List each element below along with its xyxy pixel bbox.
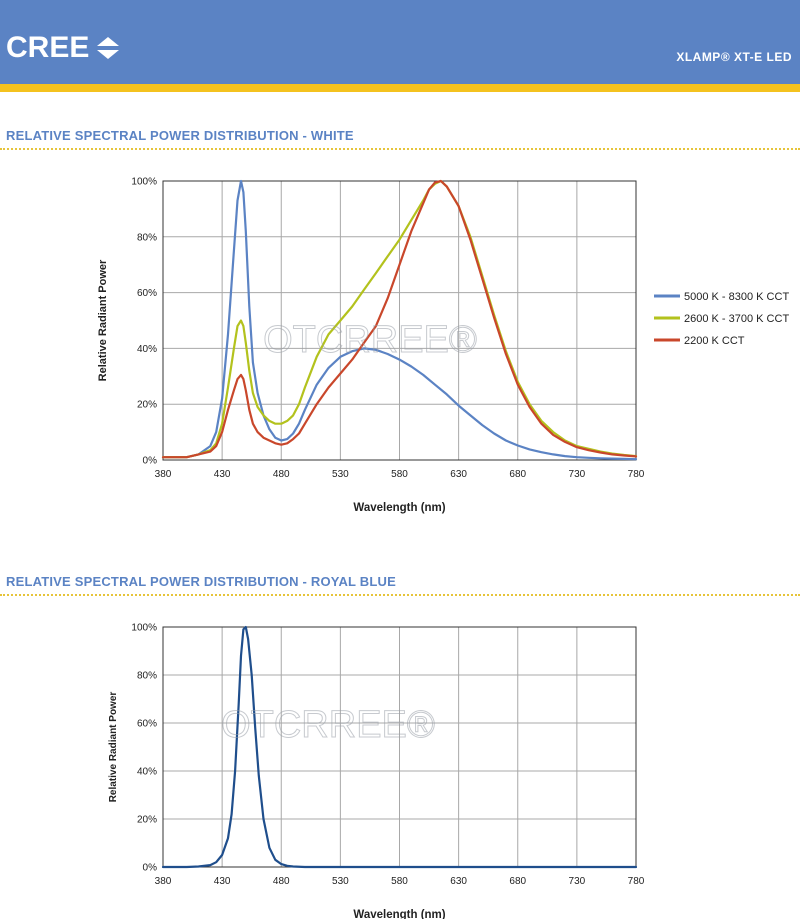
x-tick-label: 730 (569, 876, 586, 887)
y-tick-label: 100% (131, 177, 157, 188)
watermark: OTCRREE® (263, 319, 477, 361)
header-stripe (0, 84, 800, 92)
y-tick-label: 80% (137, 671, 157, 682)
brand-name: CREE (6, 31, 90, 64)
x-tick-label: 430 (214, 876, 231, 887)
y-tick-label: 0% (143, 863, 158, 874)
brand-logo: CREE (6, 28, 121, 68)
x-tick-label: 580 (391, 469, 408, 480)
y-tick-label: 60% (137, 288, 157, 299)
series-line-1 (161, 625, 638, 869)
series-line-3 (161, 179, 638, 459)
section-divider (0, 594, 800, 596)
x-tick-label: 680 (509, 876, 526, 887)
y-axis-label: Relative Radiant Power (97, 259, 109, 381)
y-tick-label: 40% (137, 767, 157, 778)
y-tick-label: 20% (137, 815, 157, 826)
spectral-chart-white: 380 430 480 530 580 630 680 730 780 0% 20% 40% 60% 80… (97, 177, 789, 515)
y-tick-label: 0% (143, 456, 158, 467)
x-axis-label: Wavelength (nm) (353, 909, 445, 919)
legend-label: 2600 K - 3700 K CCT (684, 313, 789, 325)
legend-label: 5000 K - 8300 K CCT (684, 291, 789, 303)
x-tick-label: 380 (155, 876, 172, 887)
series-line-2 (161, 179, 638, 459)
y-tick-label: 60% (137, 719, 157, 730)
x-tick-label: 430 (214, 469, 231, 480)
x-tick-label: 730 (569, 469, 586, 480)
x-tick-label: 380 (155, 469, 172, 480)
y-axis-label: Relative Radiant Power (108, 692, 119, 803)
series-line-1 (161, 179, 638, 461)
cree-diamond-arrows-icon (97, 37, 120, 59)
x-tick-label: 680 (509, 469, 526, 480)
section-title-white: RELATIVE SPECTRAL POWER DISTRIBUTION - W… (6, 128, 354, 143)
spectral-chart-royal-blue: 380 430 480 530 580 630 680 730 780 0% 20% 40% 60% 80… (108, 623, 645, 919)
plot-frame (162, 180, 637, 461)
x-tick-label: 530 (332, 469, 349, 480)
y-tick-label: 20% (137, 400, 157, 411)
x-tick-label: 580 (391, 876, 408, 887)
product-name: XLAMP® XT-E LED (676, 50, 792, 64)
watermark: OTCRREE® (221, 704, 435, 746)
x-tick-label: 530 (332, 876, 349, 887)
x-tick-label: 780 (628, 876, 645, 887)
legend-label: 2200 K CCT (684, 335, 745, 347)
y-tick-label: 80% (137, 232, 157, 243)
x-tick-label: 630 (450, 876, 467, 887)
section-divider (0, 148, 800, 150)
y-tick-label: 40% (137, 344, 157, 355)
section-title-royal-blue: RELATIVE SPECTRAL POWER DISTRIBUTION - R… (6, 574, 396, 589)
y-tick-label: 100% (131, 623, 157, 634)
x-tick-label: 780 (628, 469, 645, 480)
x-tick-label: 480 (273, 469, 290, 480)
x-tick-label: 480 (273, 876, 290, 887)
x-tick-label: 630 (450, 469, 467, 480)
x-axis-label: Wavelength (nm) (353, 502, 445, 514)
page-header: CREE XLAMP® XT-E LED (0, 0, 800, 84)
